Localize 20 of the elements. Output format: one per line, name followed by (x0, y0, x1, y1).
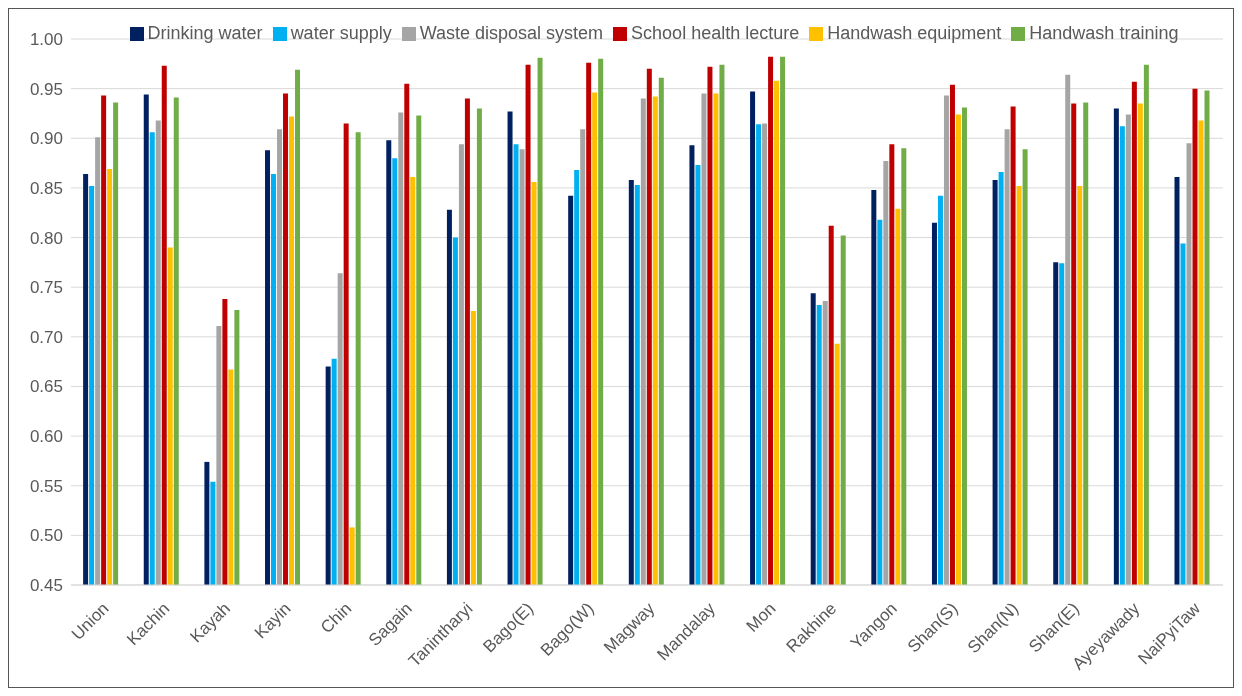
x-tick-label: Chin (316, 598, 356, 638)
legend-label: Handwash training (1029, 23, 1179, 43)
y-tick-label: 0.70 (29, 327, 63, 347)
y-tick-label: 0.80 (29, 228, 63, 248)
legend-label: water supply (290, 23, 392, 43)
y-tick-label: 0.60 (29, 427, 63, 447)
y-tick-label: 0.85 (29, 178, 63, 198)
legend-label: School health lecture (631, 23, 800, 43)
y-tick-label: 0.90 (29, 129, 63, 149)
y-tick-label: 0.45 (29, 576, 63, 596)
y-tick-label: 0.55 (29, 476, 63, 496)
legend-label: Handwash equipment (827, 23, 1002, 43)
y-tick-label: 0.95 (29, 79, 63, 99)
legend-label: Drinking water (147, 23, 263, 43)
x-tick-label: Mon (742, 598, 780, 636)
y-tick-label: 1.00 (29, 30, 63, 50)
y-tick-label: 0.75 (29, 278, 63, 298)
legend-label: Waste disposal system (419, 23, 604, 43)
y-tick-label: 0.50 (29, 526, 63, 546)
y-tick-label: 0.65 (29, 377, 63, 397)
